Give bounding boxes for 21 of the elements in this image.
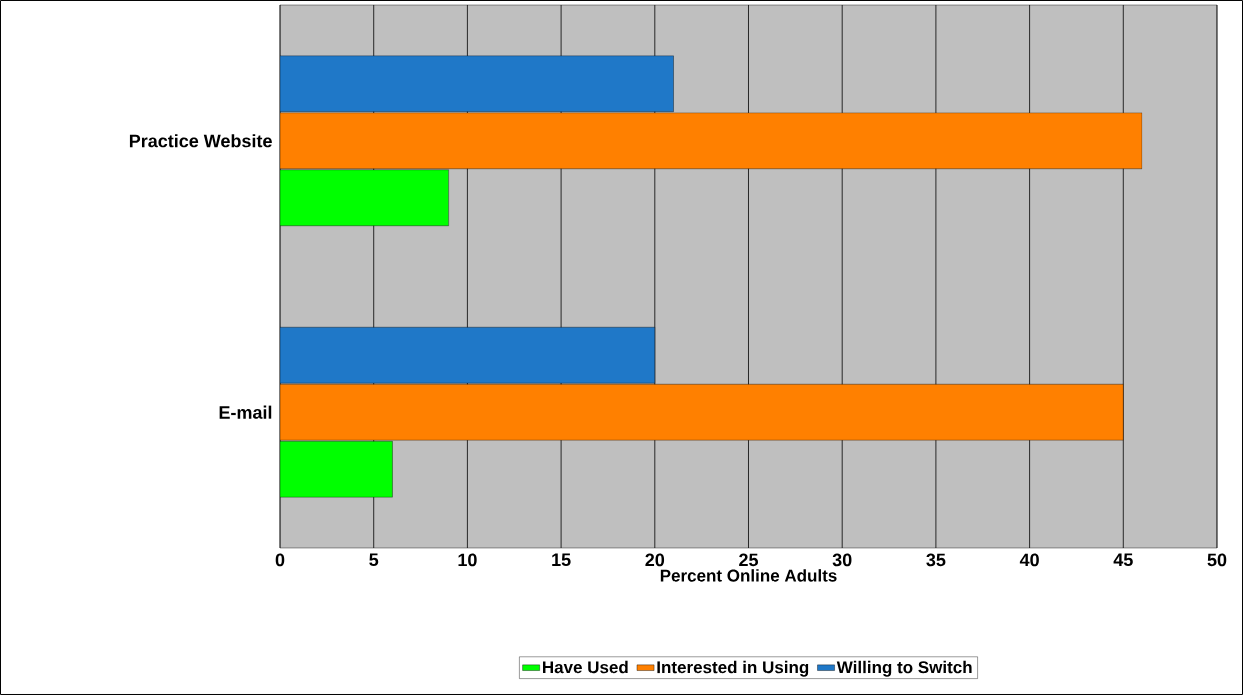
bar (280, 441, 393, 498)
legend-label: Interested in Using (657, 660, 809, 677)
x-tick-label: 25 (739, 553, 759, 567)
legend-label: Willing to Switch (836, 660, 972, 677)
x-tick-label: 40 (1019, 553, 1039, 567)
x-tick-label: 10 (458, 553, 477, 567)
x-tick-label: 5 (369, 553, 379, 567)
x-tick-label: 50 (1207, 553, 1227, 567)
x-tick-label: 35 (926, 553, 946, 567)
legend-label: Have Used (543, 660, 628, 674)
x-tick-label: 15 (552, 553, 571, 567)
bar (280, 169, 449, 226)
y-tick-label: Practice Website (129, 134, 272, 148)
x-tick-label: 20 (645, 553, 665, 567)
x-axis-title: Percent Online Adults (660, 569, 837, 582)
y-tick-label: E-mail (219, 405, 272, 419)
x-tick-label: 45 (1113, 553, 1133, 567)
x-tick-label: 0 (275, 553, 285, 567)
bar (280, 55, 674, 112)
x-tick-label: 30 (832, 553, 852, 567)
bar (280, 327, 655, 384)
